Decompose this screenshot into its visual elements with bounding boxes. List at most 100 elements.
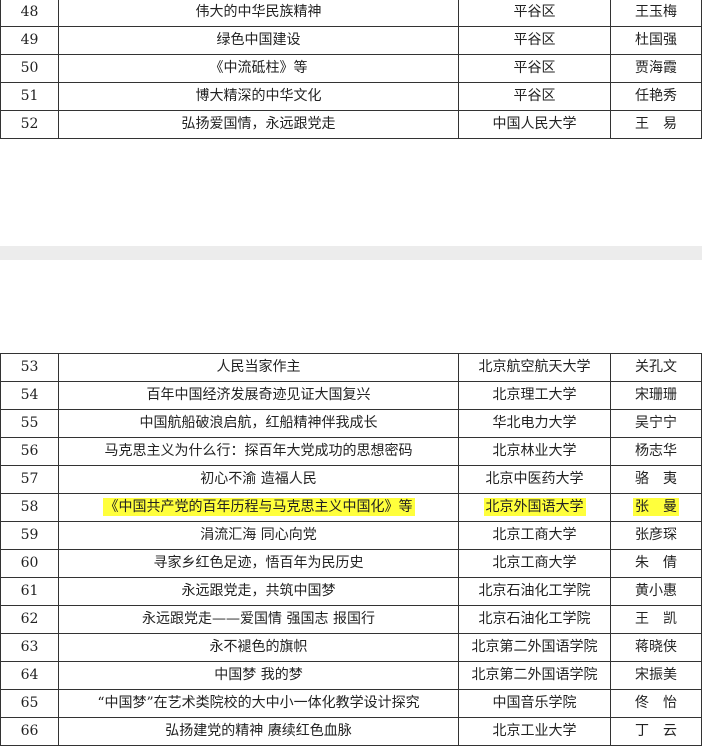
work-title-cell: 弘扬爱国情，永远跟党走 xyxy=(58,110,459,139)
author-name-cell: 骆 夷 xyxy=(610,465,702,494)
unit-text: 北京工业大学 xyxy=(492,723,577,739)
row-number-cell: 52 xyxy=(0,110,59,139)
author-name-cell: 王玉梅 xyxy=(610,0,702,27)
row-number-cell: 50 xyxy=(0,54,59,83)
row-number-cell: 51 xyxy=(0,82,59,111)
table-row: 60 寻家乡红色足迹，悟百年为民历史 北京工商大学 朱 倩 xyxy=(0,549,702,578)
table-row: 66 弘扬建党的精神 赓续红色血脉 北京工业大学 丁 云 xyxy=(0,717,702,746)
row-number-cell: 56 xyxy=(0,437,59,466)
work-title-cell: 绿色中国建设 xyxy=(58,26,459,55)
row-number-text: 57 xyxy=(20,471,39,487)
author-name-cell: 宋珊珊 xyxy=(610,381,702,410)
table-row: 48 伟大的中华民族精神 平谷区 王玉梅 xyxy=(0,0,702,27)
row-number-text: 54 xyxy=(20,387,39,403)
work-title-cell: 马克思主义为什么行：探百年大党成功的思想密码 xyxy=(58,437,459,466)
author-name-text: 朱 倩 xyxy=(635,555,677,571)
unit-text: 北京航空航天大学 xyxy=(478,359,591,375)
row-number-text: 60 xyxy=(20,555,39,571)
author-name-text: 贾海霞 xyxy=(635,60,677,76)
author-name-text: 杨志华 xyxy=(635,443,677,459)
row-number-text: 65 xyxy=(20,695,39,711)
row-number-cell: 63 xyxy=(0,633,59,662)
author-name-cell: 贾海霞 xyxy=(610,54,702,83)
unit-text: 北京外国语大学 xyxy=(483,498,586,516)
page-bottom: 53 人民当家作主 北京航空航天大学 关孔文 54 百年中国经济发展奇迹见证大国复兴 北京理… xyxy=(0,260,702,752)
row-number-cell: 53 xyxy=(0,353,59,382)
work-title-cell: 博大精深的中华文化 xyxy=(58,82,459,111)
unit-cell: 北京外国语大学 xyxy=(458,493,611,522)
author-name-cell: 杨志华 xyxy=(610,437,702,466)
author-name-cell: 关孔文 xyxy=(610,353,702,382)
row-number-text: 58 xyxy=(20,499,39,515)
row-number-text: 50 xyxy=(20,60,39,76)
work-title-cell: 初心不渝 造福人民 xyxy=(58,465,459,494)
unit-text: 北京工商大学 xyxy=(492,555,577,571)
work-title-cell: 中国梦 我的梦 xyxy=(58,661,459,690)
work-title-text: 涓流汇海 同心向党 xyxy=(200,527,317,543)
work-title-text: 中国航船破浪启航，红船精神伴我成长 xyxy=(139,415,378,431)
table-row: 64 中国梦 我的梦 北京第二外国语学院 宋振美 xyxy=(0,661,702,690)
row-number-cell: 61 xyxy=(0,577,59,606)
row-number-cell: 58 xyxy=(0,493,59,522)
author-name-cell: 任艳秀 xyxy=(610,82,702,111)
work-title-cell: 《中国共产党的百年历程与马克思主义中国化》等 xyxy=(58,493,459,522)
row-number-cell: 62 xyxy=(0,605,59,634)
table-row: 59 涓流汇海 同心向党 北京工商大学 张彦琛 xyxy=(0,521,702,550)
unit-text: 平谷区 xyxy=(513,60,556,76)
table-row: 56 马克思主义为什么行：探百年大党成功的思想密码 北京林业大学 杨志华 xyxy=(0,437,702,466)
work-title-text: 初心不渝 造福人民 xyxy=(200,471,317,487)
unit-text: 北京理工大学 xyxy=(492,387,577,403)
unit-cell: 北京石油化工学院 xyxy=(458,577,611,606)
unit-text: 中国人民大学 xyxy=(492,116,577,132)
author-name-cell: 王 凯 xyxy=(610,605,702,634)
table-row: 50 《中流砥柱》等 平谷区 贾海霞 xyxy=(0,54,702,83)
author-name-text: 王玉梅 xyxy=(635,4,677,20)
row-number-text: 64 xyxy=(20,667,39,683)
author-name-cell: 佟 怡 xyxy=(610,689,702,718)
work-title-cell: 永远跟党走，共筑中国梦 xyxy=(58,577,459,606)
table-row: 58 《中国共产党的百年历程与马克思主义中国化》等 北京外国语大学 张 曼 xyxy=(0,493,702,522)
author-name-cell: 杜国强 xyxy=(610,26,702,55)
work-title-text: 弘扬建党的精神 赓续红色血脉 xyxy=(165,723,352,739)
work-title-text: 伟大的中华民族精神 xyxy=(195,4,322,20)
author-name-text: 佟 怡 xyxy=(635,695,677,711)
unit-text: 北京第二外国语学院 xyxy=(471,667,598,683)
work-title-text: 中国梦 我的梦 xyxy=(214,667,303,683)
work-title-text: 博大精深的中华文化 xyxy=(195,88,322,104)
author-name-text: 杜国强 xyxy=(635,32,677,48)
unit-cell: 北京工业大学 xyxy=(458,717,611,746)
unit-text: 北京中医药大学 xyxy=(485,471,584,487)
author-name-text: 吴宁宁 xyxy=(635,415,677,431)
unit-text: 平谷区 xyxy=(513,4,556,20)
row-number-cell: 48 xyxy=(0,0,59,27)
table-row: 55 中国航船破浪启航，红船精神伴我成长 华北电力大学 吴宁宁 xyxy=(0,409,702,438)
work-title-text: “中国梦”在艺术类院校的大中小一体化教学设计探究 xyxy=(97,695,420,711)
work-title-text: 绿色中国建设 xyxy=(216,32,301,48)
work-title-text: 马克思主义为什么行：探百年大党成功的思想密码 xyxy=(104,443,413,459)
work-title-text: 永远跟党走——爱国情 强国志 报国行 xyxy=(142,611,375,627)
unit-cell: 平谷区 xyxy=(458,0,611,27)
row-number-cell: 60 xyxy=(0,549,59,578)
author-name-cell: 王 易 xyxy=(610,110,702,139)
unit-text: 平谷区 xyxy=(513,88,556,104)
author-name-text: 关孔文 xyxy=(635,359,677,375)
author-name-cell: 丁 云 xyxy=(610,717,702,746)
table-row: 65 “中国梦”在艺术类院校的大中小一体化教学设计探究 中国音乐学院 佟 怡 xyxy=(0,689,702,718)
author-name-cell: 朱 倩 xyxy=(610,549,702,578)
page-gap xyxy=(0,246,702,260)
unit-text: 北京工商大学 xyxy=(492,527,577,543)
author-name-text: 张 曼 xyxy=(633,498,679,516)
table-row: 49 绿色中国建设 平谷区 杜国强 xyxy=(0,26,702,55)
table-row: 54 百年中国经济发展奇迹见证大国复兴 北京理工大学 宋珊珊 xyxy=(0,381,702,410)
work-title-cell: 永远跟党走——爱国情 强国志 报国行 xyxy=(58,605,459,634)
table-row: 61 永远跟党走，共筑中国梦 北京石油化工学院 黄小惠 xyxy=(0,577,702,606)
row-number-text: 55 xyxy=(20,415,39,431)
row-number-cell: 64 xyxy=(0,661,59,690)
unit-text: 北京石油化工学院 xyxy=(478,611,591,627)
unit-cell: 北京石油化工学院 xyxy=(458,605,611,634)
author-name-text: 宋珊珊 xyxy=(635,387,677,403)
unit-cell: 北京工商大学 xyxy=(458,521,611,550)
page-top: 48 伟大的中华民族精神 平谷区 王玉梅 49 绿色中国建设 平谷区 杜国强 50 《中流砥柱》等… xyxy=(0,0,702,246)
row-number-text: 63 xyxy=(20,639,39,655)
row-number-cell: 54 xyxy=(0,381,59,410)
